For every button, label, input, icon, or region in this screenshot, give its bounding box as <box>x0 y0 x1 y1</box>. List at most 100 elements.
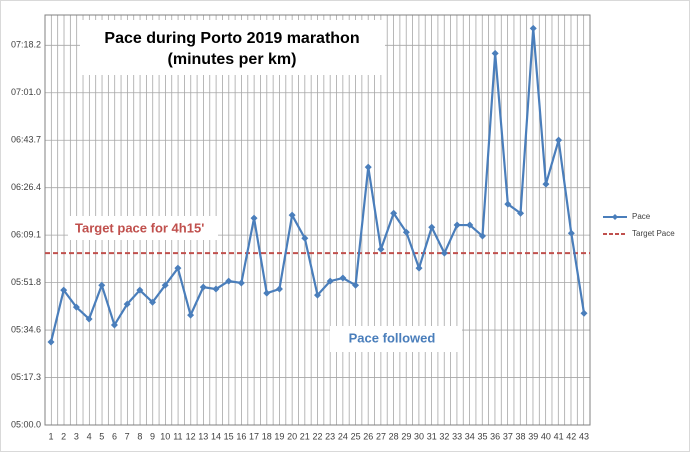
data-point <box>174 264 182 272</box>
x-tick-label: 37 <box>503 431 513 441</box>
x-tick-label: 36 <box>490 431 500 441</box>
x-tick-label: 29 <box>401 431 411 441</box>
y-tick-label: 05:17.3 <box>11 372 41 382</box>
x-tick-label: 10 <box>160 431 170 441</box>
x-tick-label: 25 <box>351 431 361 441</box>
data-point <box>123 300 131 308</box>
y-tick-label: 06:09.1 <box>11 230 41 240</box>
data-point <box>110 321 118 329</box>
y-tick-label: 05:51.8 <box>11 277 41 287</box>
annotation: Target pace for 4h15' <box>75 220 204 235</box>
legend-marker <box>612 214 618 220</box>
data-point <box>326 277 334 285</box>
annotation: Pace followed <box>349 330 436 345</box>
x-tick-label: 43 <box>579 431 589 441</box>
x-tick-label: 9 <box>150 431 155 441</box>
annotation-box <box>330 326 462 352</box>
data-point <box>339 274 347 282</box>
data-point <box>364 163 372 171</box>
data-point <box>237 279 245 287</box>
x-tick-label: 40 <box>541 431 551 441</box>
data-point <box>161 281 169 289</box>
data-point <box>225 277 233 285</box>
data-point <box>491 49 499 57</box>
x-tick-label: 28 <box>389 431 399 441</box>
x-tick-label: 34 <box>465 431 475 441</box>
data-point <box>47 338 55 346</box>
data-point <box>567 229 575 237</box>
x-tick-label: 6 <box>112 431 117 441</box>
x-tick-label: 13 <box>198 431 208 441</box>
x-tick-label: 41 <box>554 431 564 441</box>
data-point <box>453 221 461 229</box>
data-point <box>149 298 157 306</box>
x-tick-label: 20 <box>287 431 297 441</box>
chart-title: Pace during Porto 2019 marathon <box>104 30 359 47</box>
data-point <box>555 136 563 144</box>
x-tick-label: 7 <box>125 431 130 441</box>
data-point <box>72 303 80 311</box>
data-point <box>275 285 283 293</box>
legend-label: Target Pace <box>632 229 675 238</box>
plot-border <box>44 14 591 426</box>
x-tick-label: 42 <box>566 431 576 441</box>
data-point <box>212 285 220 293</box>
data-point <box>466 221 474 229</box>
x-tick-label: 23 <box>325 431 335 441</box>
data-point <box>529 24 537 32</box>
x-tick-label: 5 <box>99 431 104 441</box>
x-tick-label: 26 <box>363 431 373 441</box>
x-tick-label: 31 <box>427 431 437 441</box>
x-tick-label: 27 <box>376 431 386 441</box>
x-tick-label: 30 <box>414 431 424 441</box>
x-tick-label: 39 <box>528 431 538 441</box>
x-tick-label: 14 <box>211 431 221 441</box>
data-point <box>250 214 258 222</box>
data-point <box>390 209 398 217</box>
x-tick-label: 22 <box>312 431 322 441</box>
x-tick-label: 17 <box>249 431 259 441</box>
y-tick-label: 07:18.2 <box>11 40 41 50</box>
x-tick-label: 21 <box>300 431 310 441</box>
data-point <box>478 232 486 240</box>
data-point <box>352 281 360 289</box>
y-tick-label: 07:01.0 <box>11 87 41 97</box>
data-point <box>199 283 207 291</box>
data-point <box>60 286 68 294</box>
x-tick-label: 15 <box>224 431 234 441</box>
x-tick-label: 18 <box>262 431 272 441</box>
data-point <box>542 180 550 188</box>
data-point <box>85 315 93 323</box>
y-tick-label: 05:34.6 <box>11 324 41 334</box>
y-tick-label: 05:00.0 <box>11 419 41 429</box>
y-tick-label: 06:26.4 <box>11 182 41 192</box>
x-tick-label: 16 <box>236 431 246 441</box>
data-point <box>580 309 588 317</box>
data-point <box>314 291 321 299</box>
x-tick-label: 24 <box>338 431 348 441</box>
data-point <box>402 228 410 236</box>
x-tick-label: 35 <box>477 431 487 441</box>
x-tick-label: 12 <box>186 431 196 441</box>
data-point <box>377 245 385 253</box>
x-tick-label: 32 <box>439 431 449 441</box>
y-tick-label: 06:43.7 <box>11 135 41 145</box>
data-point <box>263 289 271 297</box>
data-point <box>98 281 106 289</box>
annotation-box <box>68 216 218 240</box>
x-tick-label: 19 <box>274 431 284 441</box>
title-box <box>80 20 385 75</box>
x-tick-label: 8 <box>137 431 142 441</box>
data-point <box>301 234 309 242</box>
data-point <box>288 211 296 219</box>
data-point <box>187 311 195 319</box>
x-tick-label: 33 <box>452 431 462 441</box>
data-point <box>136 286 144 294</box>
x-tick-label: 3 <box>74 431 79 441</box>
legend-label: Pace <box>632 212 651 221</box>
data-point <box>428 223 436 231</box>
chart-subtitle: (minutes per km) <box>168 51 297 68</box>
data-point <box>440 249 448 257</box>
x-tick-label: 38 <box>516 431 526 441</box>
